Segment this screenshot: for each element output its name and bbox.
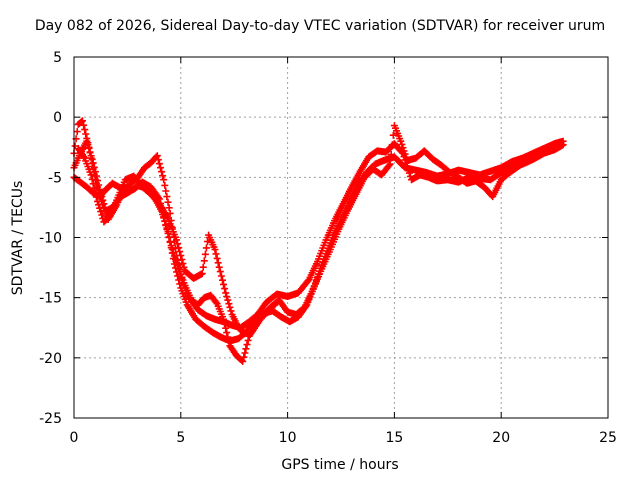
y-tick-label: -15: [39, 291, 62, 307]
x-tick-label: 0: [70, 430, 79, 446]
y-tick-label: -5: [48, 170, 62, 186]
y-tick-label: -20: [39, 351, 62, 367]
series-track-d: [74, 122, 565, 338]
axis-ticks: 0 5 10 15 20 25 5 0 -5 -10 -15 -20 -25: [39, 50, 617, 446]
chart-title: Day 082 of 2026, Sidereal Day-to-day VTE…: [34, 18, 606, 34]
x-axis-label: GPS time / hours: [281, 457, 399, 473]
y-tick-label: 5: [53, 50, 62, 66]
x-tick-label: 20: [492, 430, 510, 446]
grid: [74, 57, 608, 418]
y-tick-label: -10: [39, 231, 62, 247]
y-tick-label: -25: [39, 411, 62, 427]
x-tick-label: 5: [176, 430, 185, 446]
series-plus-markers: [74, 122, 565, 338]
series-plus-markers: [70, 117, 567, 332]
data-series: [70, 117, 567, 365]
y-axis-label: SDTVAR / TECUs: [10, 180, 26, 296]
series-track-a: [70, 117, 567, 332]
x-tick-label: 15: [385, 430, 403, 446]
x-tick-label: 25: [599, 430, 617, 446]
x-tick-label: 10: [279, 430, 297, 446]
y-tick-label: 0: [53, 110, 62, 126]
